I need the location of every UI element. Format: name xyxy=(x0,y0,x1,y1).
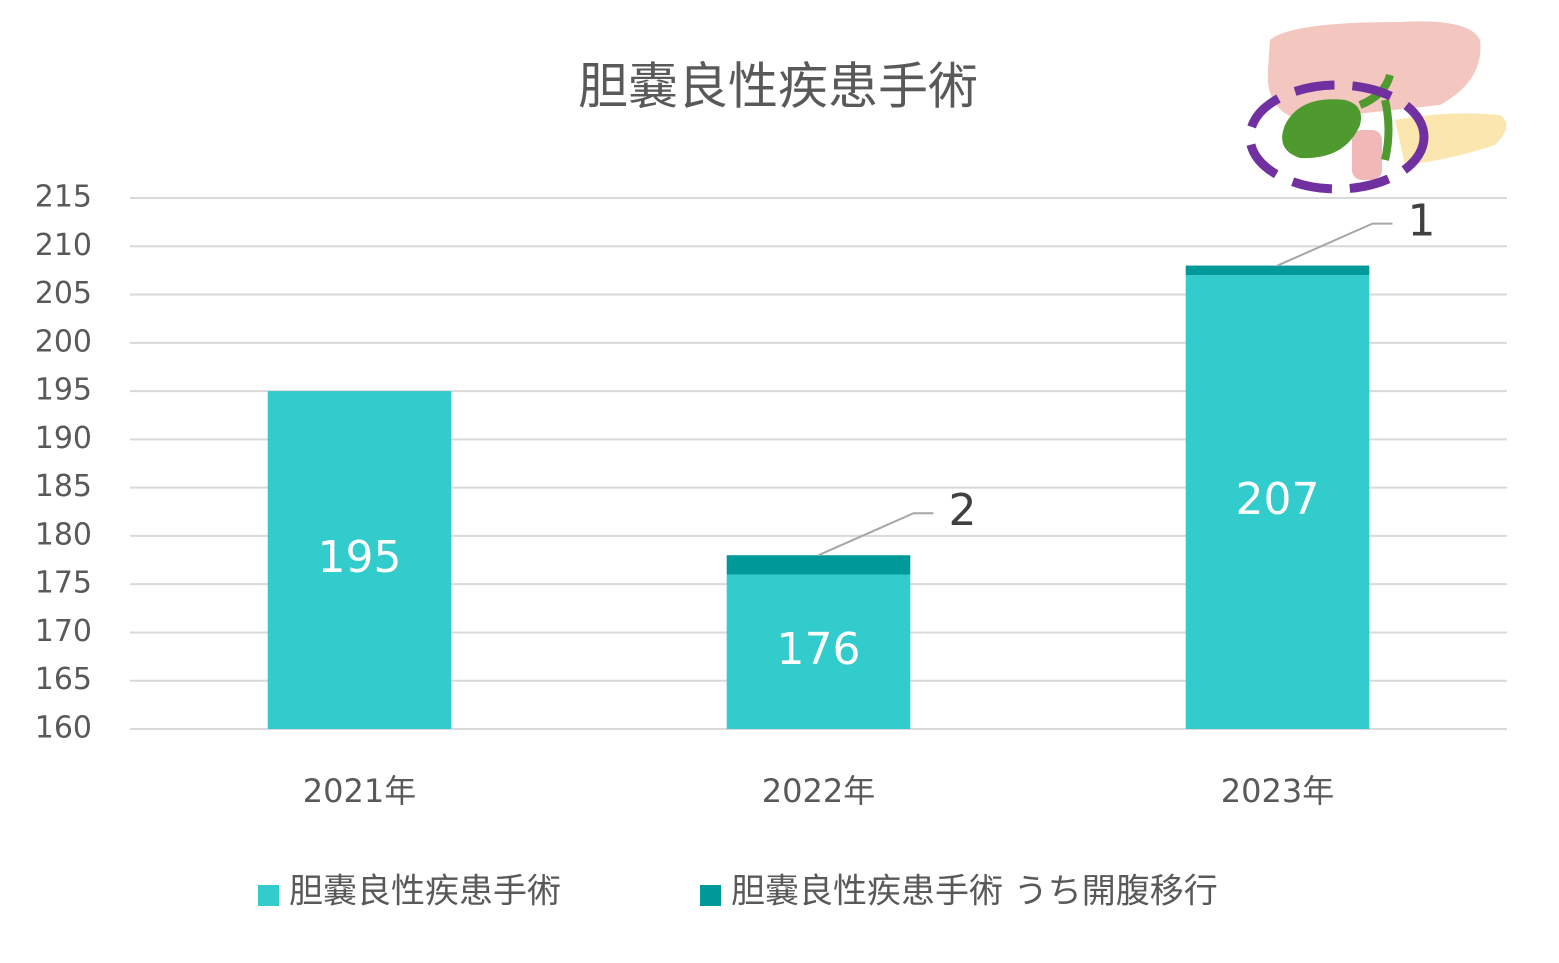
y-tick-label: 185 xyxy=(35,469,92,504)
leader-line xyxy=(818,512,934,557)
chart-title: 胆嚢良性疾患手術 xyxy=(578,58,978,116)
data-label: 176 xyxy=(777,624,861,675)
data-label: 2 xyxy=(949,485,977,536)
y-tick-label: 170 xyxy=(35,614,92,649)
data-label: 1 xyxy=(1408,196,1436,247)
y-tick-label: 180 xyxy=(35,517,92,552)
y-tick-label: 165 xyxy=(35,662,92,697)
y-tick-label: 205 xyxy=(35,276,92,311)
x-tick-label: 2023年 xyxy=(1221,772,1334,810)
bar-segment xyxy=(1185,275,1370,729)
x-tick-label: 2022年 xyxy=(762,772,875,810)
y-tick-label: 160 xyxy=(35,711,92,746)
leader-line xyxy=(1277,222,1393,267)
bar-segment xyxy=(267,391,452,729)
legend-label: 胆嚢良性疾患手術 うち開腹移行 xyxy=(731,872,1218,912)
y-tick-label: 190 xyxy=(35,421,92,456)
legend-swatch xyxy=(700,885,721,906)
y-tick-label: 195 xyxy=(35,373,92,408)
legend-swatch xyxy=(258,885,279,906)
bar-segment xyxy=(726,555,911,575)
y-tick-label: 215 xyxy=(35,180,92,215)
bar-segment xyxy=(726,574,911,729)
legend-label: 胆嚢良性疾患手術 xyxy=(289,872,561,912)
y-tick-label: 200 xyxy=(35,324,92,359)
y-tick-label: 210 xyxy=(35,228,92,263)
bar-segment xyxy=(1185,265,1370,276)
data-label: 207 xyxy=(1236,474,1320,525)
illustration xyxy=(1245,21,1507,194)
x-tick-label: 2021年 xyxy=(303,772,416,810)
data-label: 195 xyxy=(318,532,402,583)
y-tick-label: 175 xyxy=(35,566,92,601)
